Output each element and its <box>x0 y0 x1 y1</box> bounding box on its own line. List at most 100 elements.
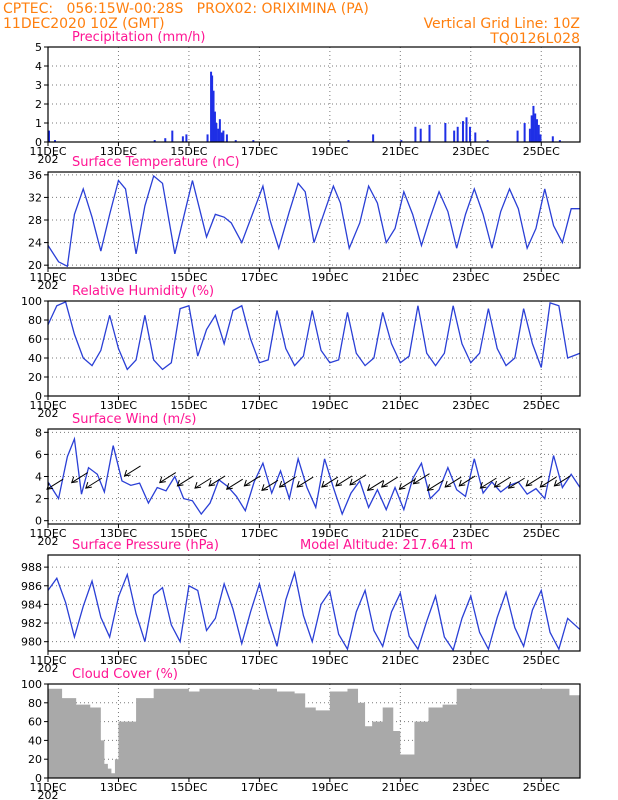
wind-frame <box>47 428 581 525</box>
y-tick-label: 80 <box>28 697 42 710</box>
x-tick-label: 17DEC <box>241 527 278 540</box>
x-tick-label: 23DEC <box>452 527 489 540</box>
rh-frame <box>47 300 581 397</box>
x-tick-label: 25DEC <box>523 781 560 794</box>
rh-panel: Relative Humidity (%) 11DEC 13DEC 15DEC 17DE… <box>21 284 581 420</box>
precip-title: Precipitation (mm/h) <box>72 30 205 45</box>
precip-bar <box>534 113 537 142</box>
x-tick-label: 17DEC <box>241 399 278 412</box>
y-tick-label: 988 <box>21 561 42 574</box>
wind-vector-shaft <box>244 475 261 487</box>
precip-bar <box>220 132 223 142</box>
header-grid-note: Vertical Grid Line: 10Z <box>424 16 580 32</box>
y-tick-label: 100 <box>21 295 42 308</box>
precip-bar <box>537 124 540 142</box>
y-tick-label: 20 <box>28 371 42 384</box>
precip-bar <box>530 115 533 142</box>
y-tick-label: 4 <box>35 60 42 73</box>
wind-vector-shaft <box>367 479 384 491</box>
wind-vector-head <box>507 481 515 489</box>
rh-title: Relative Humidity (%) <box>72 284 214 299</box>
x-tick-label: 21DEC <box>382 654 419 667</box>
x-tick-label: 23DEC <box>452 399 489 412</box>
precip-bar <box>474 132 477 142</box>
model-altitude-label: Model Altitude: 217.641 m <box>300 538 473 553</box>
y-tick-label: 28 <box>28 214 42 227</box>
precip-bar <box>153 140 156 142</box>
wind-vector-shaft <box>525 475 543 487</box>
wind-vector-head <box>444 480 452 488</box>
precip-bar <box>211 75 214 142</box>
wind-vector <box>525 475 543 487</box>
wind-vector <box>381 476 399 488</box>
wind-vector <box>553 475 571 487</box>
rh-line <box>47 301 581 371</box>
wind-vector <box>479 477 497 489</box>
x-year-fragment: 202 <box>38 535 59 548</box>
x-tick-label: 23DEC <box>452 271 489 284</box>
x-tick-label: 15DEC <box>170 399 207 412</box>
precip-panel: Precipitation (mm/h) 11DEC 13DEC 15DEC 17DEC… <box>29 30 581 166</box>
wind-vector <box>321 476 339 488</box>
x-tick-label: 23DEC <box>452 145 489 158</box>
wind-title: Surface Wind (m/s) <box>72 412 196 427</box>
wind-vector-head <box>426 484 434 491</box>
wind-vector <box>493 476 511 488</box>
x-tick-label: 25DEC <box>523 145 560 158</box>
wind-vector-head <box>123 469 131 477</box>
wind-vector <box>243 475 261 487</box>
precip-bar <box>516 130 519 142</box>
precip-bar <box>225 134 228 142</box>
wind-vector <box>426 479 444 491</box>
temp-title: Surface Temperature (nC) <box>72 155 240 170</box>
wind-vector-shaft <box>71 472 88 484</box>
precip-bar <box>535 119 538 142</box>
wind-vector <box>444 476 462 488</box>
wind-vector-shaft <box>480 477 497 489</box>
wind-vector-head <box>412 477 420 485</box>
cloud-cover-area <box>48 688 580 778</box>
x-tick-label: 15DEC <box>170 145 207 158</box>
precip-bar <box>347 140 350 142</box>
cloud-title: Cloud Cover (%) <box>72 667 178 682</box>
precip-bar <box>558 140 561 142</box>
wind-vector-shaft <box>508 477 525 489</box>
x-tick-label: 11DEC <box>29 781 66 794</box>
wind-vector-shaft <box>46 478 64 490</box>
y-tick-label: 5 <box>35 41 42 54</box>
wind-vector-head <box>539 480 547 488</box>
precip-bar <box>217 128 220 142</box>
wind-vector-shaft <box>261 479 279 491</box>
x-tick-label: 17DEC <box>241 781 278 794</box>
x-tick-label: 23DEC <box>452 654 489 667</box>
x-tick-label: 11DEC <box>29 654 66 667</box>
wind-vector-shaft <box>427 479 444 491</box>
y-tick-label: 36 <box>28 169 42 182</box>
wind-vector-shaft <box>159 472 177 484</box>
wind-vector-shaft <box>399 478 416 490</box>
precip-bar <box>48 130 50 142</box>
x-tick-label: 25DEC <box>523 527 560 540</box>
wind-vector-head <box>159 476 166 484</box>
precip-bar <box>53 140 56 142</box>
wind-vector <box>70 472 88 484</box>
y-tick-label: 40 <box>28 734 42 747</box>
wind-vector-head <box>335 479 343 487</box>
precip-bar <box>372 134 375 142</box>
wind-vector-shaft <box>349 474 367 486</box>
precip-bar <box>212 90 215 142</box>
x-tick-label: 17DEC <box>241 145 278 158</box>
wind-vector <box>539 476 557 488</box>
x-year-fragment: 202 <box>38 662 59 675</box>
wind-vector-head <box>194 481 202 489</box>
wind-vector-shaft <box>381 476 399 488</box>
wind-vector-shaft <box>321 476 339 488</box>
wind-vector-shaft <box>335 475 353 487</box>
y-tick-label: 24 <box>28 237 42 250</box>
y-tick-label: 2 <box>35 98 42 111</box>
x-year-fragment: 202 <box>38 789 59 800</box>
wind-vector <box>208 475 226 487</box>
wind-vector-shaft <box>413 473 430 485</box>
wind-vector-head <box>525 479 533 487</box>
x-tick-label: 21DEC <box>382 527 419 540</box>
